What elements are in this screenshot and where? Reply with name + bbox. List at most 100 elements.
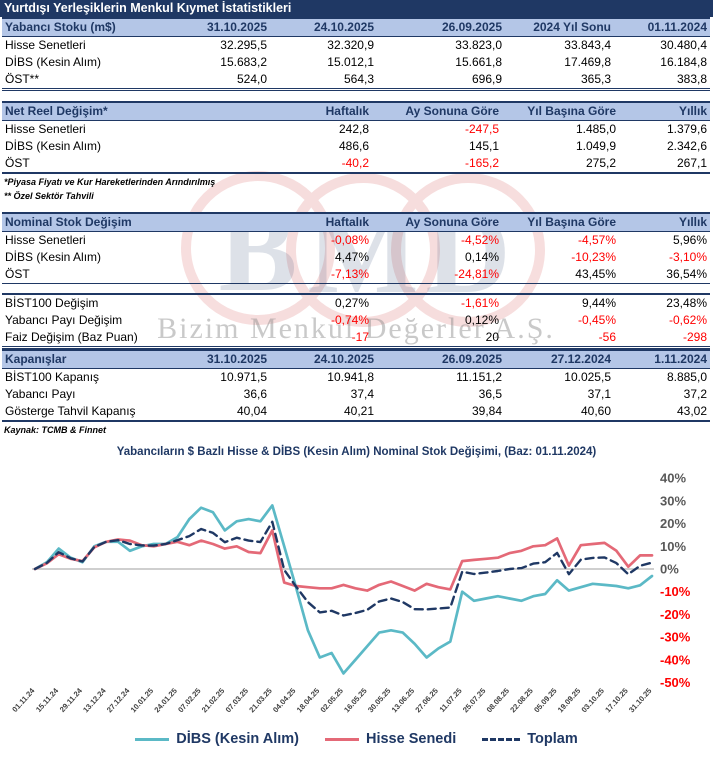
- footnote: *Piyasa Fiyatı ve Kur Hareketlerinden Ar…: [4, 177, 216, 187]
- table-row: ÖST -40,2 -165,2 275,2 267,1: [2, 155, 710, 172]
- table-row: Yabancı Payı 36,6 37,4 36,5 37,1 37,2: [2, 386, 710, 403]
- cell: -24,81%: [454, 267, 499, 281]
- cell: 36,6: [243, 387, 267, 401]
- svg-text:11.07.25: 11.07.25: [437, 686, 464, 714]
- cell: 0,27%: [334, 296, 369, 310]
- svg-text:-10%: -10%: [660, 584, 691, 599]
- cell: -3,10%: [668, 250, 707, 264]
- table-row: BİST100 Değişim 0,27% -1,61% 9,44% 23,48…: [2, 295, 710, 312]
- svg-text:15.11.24: 15.11.24: [34, 686, 61, 714]
- cell: 10.025,5: [564, 370, 611, 384]
- svg-text:30.05.25: 30.05.25: [366, 686, 393, 715]
- cell: 524,0: [236, 72, 267, 86]
- cell: -1,61%: [460, 296, 499, 310]
- column-header: Yıl Başına Göre: [527, 104, 616, 118]
- cell: 15.683,2: [220, 55, 267, 69]
- table-row: ÖST** 524,0 564,3 696,9 365,3 383,8: [2, 71, 710, 88]
- table-row: DİBS (Kesin Alım) 486,6 145,1 1.049,9 2.…: [2, 138, 710, 155]
- row-label: Yabancı Payı Değişim: [5, 313, 123, 327]
- column-header: 01.11.2024: [647, 20, 707, 34]
- svg-text:27.12.24: 27.12.24: [105, 686, 132, 715]
- cell: 40,04: [236, 404, 267, 418]
- legend-item-dibs: DİBS (Kesin Alım): [135, 731, 299, 747]
- cell: 1.379,6: [666, 122, 707, 136]
- cell: 33.843,4: [564, 38, 611, 52]
- row-label: DİBS (Kesin Alım): [5, 55, 102, 69]
- svg-text:30%: 30%: [660, 493, 686, 508]
- cell: 37,1: [587, 387, 611, 401]
- table-row: DİBS (Kesin Alım) 15.683,2 15.012,1 15.6…: [2, 54, 710, 71]
- dibs-line-swatch: [135, 737, 170, 741]
- svg-text:-50%: -50%: [660, 675, 691, 690]
- column-header: Yıl Başına Göre: [527, 215, 616, 229]
- column-header: 26.09.2025: [441, 352, 502, 366]
- svg-text:22.08.25: 22.08.25: [508, 686, 535, 715]
- chart-legend: DİBS (Kesin Alım) Hisse Senedi Toplam: [0, 731, 713, 747]
- cell: 5,96%: [672, 233, 707, 247]
- cell: 40,60: [580, 404, 611, 418]
- cell: -0,08%: [330, 233, 369, 247]
- column-header: Ay Sonuna Göre: [405, 215, 499, 229]
- nominal-change-table: Nominal Stok Değişim Haftalık Ay Sonuna …: [2, 212, 710, 349]
- cell: 32.320,9: [327, 38, 374, 52]
- table-row: Hisse Senetleri -0,08% -4,52% -4,57% 5,9…: [2, 232, 710, 249]
- cell: 242,8: [338, 122, 369, 136]
- svg-text:10%: 10%: [660, 539, 686, 554]
- cell: -165,2: [464, 156, 499, 170]
- row-label: ÖST: [5, 267, 30, 281]
- cell: 15.012,1: [327, 55, 374, 69]
- svg-text:04.04.25: 04.04.25: [271, 686, 298, 715]
- table-header-row: Yabancı Stoku (m$) 31.10.2025 24.10.2025…: [2, 17, 710, 37]
- svg-text:13.06.25: 13.06.25: [390, 686, 417, 715]
- svg-text:25.07.25: 25.07.25: [461, 686, 488, 715]
- hisse-line-swatch: [324, 737, 359, 741]
- cell: 33.823,0: [455, 38, 502, 52]
- cell: 145,1: [468, 139, 499, 153]
- column-header: Haftalık: [325, 104, 369, 118]
- cell: -56: [598, 330, 616, 344]
- page-title: Yurtdışı Yerleşiklerin Menkul Kıymet İst…: [0, 0, 713, 17]
- table-row: ÖST -7,13% -24,81% 43,45% 36,54%: [2, 266, 710, 283]
- cell: 23,48%: [666, 296, 707, 310]
- cell: 267,1: [676, 156, 707, 170]
- cell: 15.661,8: [455, 55, 502, 69]
- cell: -4,57%: [577, 233, 616, 247]
- cell: 696,9: [471, 72, 502, 86]
- cell: -17: [351, 330, 369, 344]
- footnote: ** Özel Sektör Tahvili: [4, 191, 94, 201]
- cell: 37,2: [683, 387, 707, 401]
- column-header: 31.10.2025: [206, 20, 267, 34]
- table-row: DİBS (Kesin Alım) 4,47% 0,14% -10,23% -3…: [2, 249, 710, 266]
- column-header: Kapanışlar: [5, 352, 67, 366]
- svg-text:31.10.25: 31.10.25: [627, 686, 654, 715]
- svg-text:0%: 0%: [660, 562, 679, 577]
- chart-title: Yabancıların $ Bazlı Hisse & DİBS (Kesin…: [116, 446, 597, 458]
- cell: 10.941,8: [327, 370, 374, 384]
- cell: 10.971,5: [220, 370, 267, 384]
- cell: 43,02: [676, 404, 707, 418]
- cell: -0,45%: [577, 313, 616, 327]
- cell: -0,62%: [668, 313, 707, 327]
- svg-text:24.01.25: 24.01.25: [152, 686, 179, 715]
- column-header: 31.10.2025: [206, 352, 267, 366]
- row-label: DİBS (Kesin Alım): [5, 250, 102, 264]
- svg-text:02.05.25: 02.05.25: [319, 686, 346, 715]
- row-label: Faiz Değişim (Baz Puan): [5, 330, 138, 344]
- column-header: 24.10.2025: [313, 352, 374, 366]
- cell: 1.049,9: [575, 139, 616, 153]
- svg-text:03.10.25: 03.10.25: [580, 686, 607, 715]
- column-header: 27.12.2024: [550, 352, 611, 366]
- column-header: 1.11.2024: [654, 352, 707, 366]
- cell: 32.295,5: [220, 38, 267, 52]
- column-header: 2024 Yıl Sonu: [533, 20, 611, 34]
- row-label: ÖST**: [5, 72, 40, 86]
- svg-text:05.09.25: 05.09.25: [532, 686, 559, 715]
- cell: 9,44%: [581, 296, 616, 310]
- cell: 486,6: [338, 139, 369, 153]
- column-header: Net Reel Değişim*: [5, 104, 108, 118]
- cell: 564,3: [343, 72, 374, 86]
- svg-text:17.10.25: 17.10.25: [603, 686, 630, 715]
- cell: 36,5: [478, 387, 502, 401]
- cell: 0,12%: [464, 313, 499, 327]
- svg-text:21.02.25: 21.02.25: [200, 686, 227, 715]
